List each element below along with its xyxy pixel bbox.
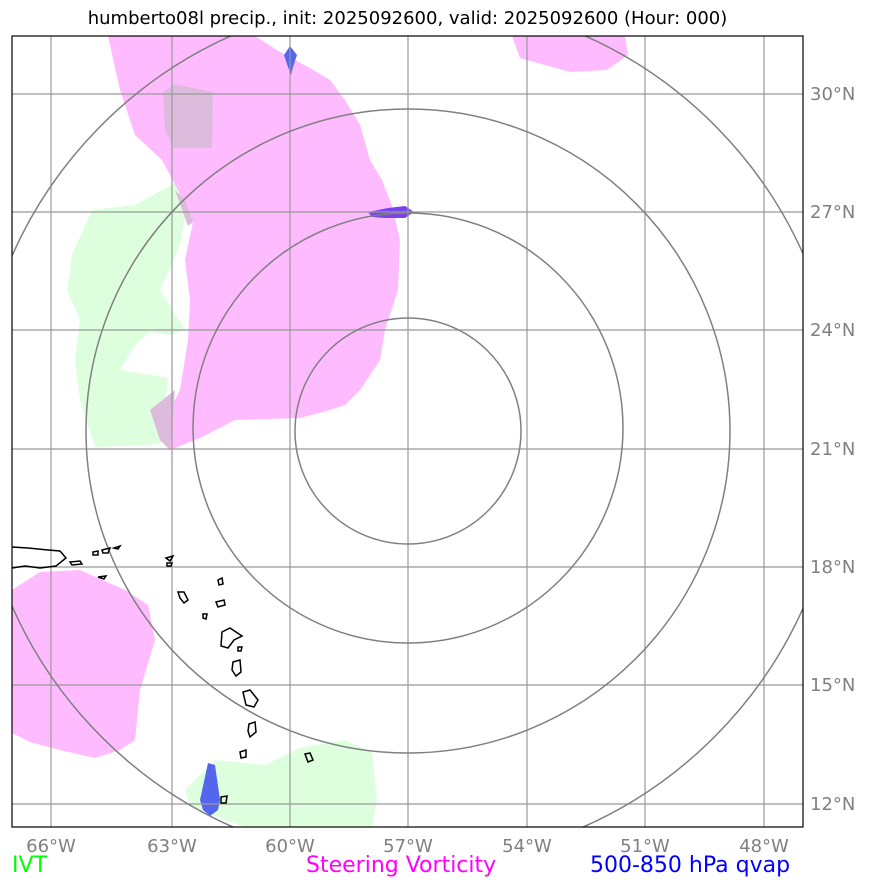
vorticity-region-southwest xyxy=(12,570,155,758)
legend-ivt: IVT xyxy=(12,853,47,878)
gridlines xyxy=(12,36,803,827)
qvap-patch-south xyxy=(200,763,220,816)
lon-tick-label: 57°W xyxy=(383,836,433,857)
lat-tick-label: 15°N xyxy=(810,675,855,696)
distance-rings xyxy=(12,36,803,827)
distance-ring-3 xyxy=(85,108,731,754)
vorticity-region-northeast xyxy=(512,36,628,72)
lat-tick-label: 21°N xyxy=(810,439,855,460)
overlap-patch-north xyxy=(163,84,213,148)
lon-tick-label: 48°W xyxy=(739,836,789,857)
lon-tick-label: 54°W xyxy=(502,836,552,857)
ivt-region-north xyxy=(67,183,190,447)
lat-tick-label: 30°N xyxy=(810,84,855,105)
lat-tick-label: 27°N xyxy=(810,202,855,223)
overlap-patch-south xyxy=(150,390,175,450)
legend-qvap: 500-850 hPa qvap xyxy=(590,853,791,878)
lat-tick-label: 18°N xyxy=(810,557,855,578)
legend-steering-vorticity: Steering Vorticity xyxy=(306,853,497,878)
lon-tick-label: 63°W xyxy=(147,836,197,857)
lon-tick-label: 51°W xyxy=(620,836,670,857)
lat-tick-labels: 30°N 27°N 24°N 21°N 18°N 15°N 12°N xyxy=(810,84,855,815)
coastlines xyxy=(12,544,314,804)
map-title: humberto08l precip., init: 2025092600, v… xyxy=(87,8,728,29)
distance-ring-1 xyxy=(294,317,522,545)
ivt-region-south xyxy=(185,740,377,827)
plot-frame xyxy=(11,35,804,828)
lon-tick-labels: 66°W 63°W 60°W 57°W 54°W 51°W 48°W xyxy=(26,836,789,857)
lon-tick-label: 66°W xyxy=(26,836,76,857)
overlap-patch-middle xyxy=(175,190,193,226)
distance-ring-2 xyxy=(192,212,624,644)
lon-tick-label: 60°W xyxy=(265,836,315,857)
lat-tick-label: 24°N xyxy=(810,320,855,341)
lat-tick-label: 12°N xyxy=(810,794,855,815)
coast-puerto-rico xyxy=(12,546,68,569)
